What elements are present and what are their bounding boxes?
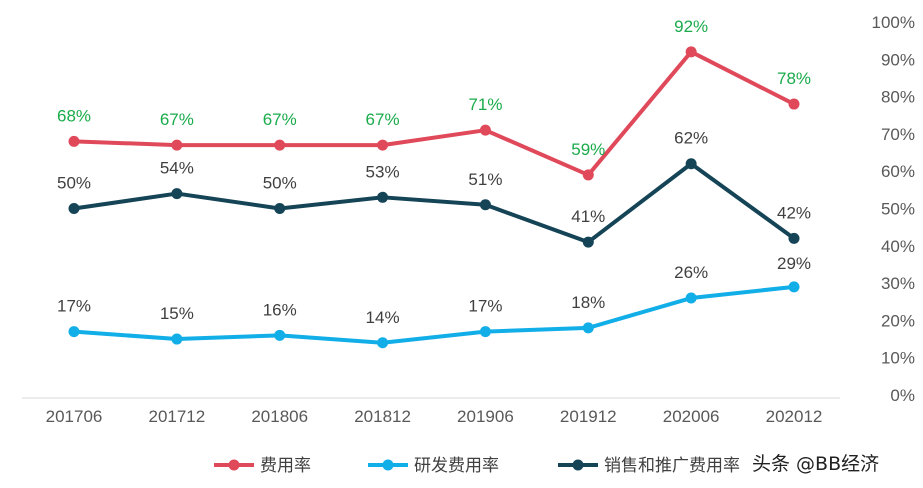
data-point bbox=[788, 232, 800, 244]
legend-marker bbox=[572, 459, 584, 471]
data-point bbox=[68, 135, 80, 147]
data-label: 67% bbox=[366, 110, 400, 129]
x-tick-label: 201812 bbox=[354, 407, 411, 426]
legend: 费用率 研发费用率 销售和推广费用率 bbox=[214, 456, 740, 476]
data-label: 16% bbox=[263, 300, 297, 319]
data-point bbox=[377, 191, 389, 203]
data-point bbox=[377, 139, 389, 151]
data-point bbox=[788, 281, 800, 293]
y-tick-label: 60% bbox=[881, 162, 915, 181]
x-tick-label: 201806 bbox=[251, 407, 308, 426]
y-tick-label: 0% bbox=[890, 386, 915, 405]
data-label: 29% bbox=[777, 254, 811, 273]
data-label: 71% bbox=[468, 95, 502, 114]
data-label: 67% bbox=[160, 110, 194, 129]
y-tick-label: 10% bbox=[881, 349, 915, 368]
data-point bbox=[685, 158, 697, 170]
x-tick-label: 202012 bbox=[766, 407, 823, 426]
data-point bbox=[274, 139, 286, 151]
legend-marker bbox=[382, 459, 394, 471]
data-point bbox=[377, 337, 389, 349]
legend-marker bbox=[228, 459, 240, 471]
axes: 201706 201712 201806 201812 201906 201912 2020… bbox=[22, 13, 915, 426]
data-label: 50% bbox=[263, 174, 297, 193]
data-label: 53% bbox=[366, 162, 400, 181]
data-label: 17% bbox=[57, 297, 91, 316]
data-point bbox=[171, 188, 183, 200]
data-point bbox=[582, 169, 594, 181]
x-tick-label: 201712 bbox=[148, 407, 205, 426]
x-tick-label: 201912 bbox=[560, 407, 617, 426]
y-tick-label: 30% bbox=[881, 274, 915, 293]
data-point bbox=[685, 46, 697, 58]
data-label: 14% bbox=[366, 308, 400, 327]
x-tick-label: 201906 bbox=[457, 407, 514, 426]
data-point bbox=[788, 98, 800, 110]
data-label: 42% bbox=[777, 203, 811, 222]
y-tick-label: 100% bbox=[872, 13, 915, 32]
data-label: 51% bbox=[468, 170, 502, 189]
series-line bbox=[72, 284, 796, 345]
y-tick-label: 70% bbox=[881, 125, 915, 144]
legend-label: 费用率 bbox=[260, 456, 311, 476]
data-label: 26% bbox=[674, 263, 708, 282]
data-label: 17% bbox=[468, 297, 502, 316]
series-lines bbox=[68, 46, 800, 349]
data-point bbox=[479, 124, 491, 136]
series-line bbox=[72, 49, 796, 177]
y-tick-label: 20% bbox=[881, 311, 915, 330]
x-tick-label: 201706 bbox=[46, 407, 103, 426]
data-point bbox=[274, 203, 286, 214]
data-label: 18% bbox=[571, 293, 605, 312]
data-point bbox=[479, 326, 491, 338]
data-label: 15% bbox=[160, 304, 194, 323]
data-label: 59% bbox=[571, 140, 605, 159]
legend-label: 销售和推广费用率 bbox=[604, 456, 740, 476]
data-point bbox=[68, 326, 80, 338]
data-point bbox=[274, 329, 286, 341]
data-point bbox=[582, 236, 594, 248]
data-label: 78% bbox=[777, 69, 811, 88]
data-label: 41% bbox=[571, 207, 605, 226]
y-tick-label: 80% bbox=[881, 88, 915, 107]
data-point bbox=[68, 203, 80, 214]
data-point bbox=[685, 292, 697, 304]
y-tick-label: 40% bbox=[881, 237, 915, 256]
y-tick-label: 90% bbox=[881, 50, 915, 69]
data-label: 54% bbox=[160, 159, 194, 178]
series-line bbox=[72, 161, 796, 245]
data-label: 67% bbox=[263, 110, 297, 129]
data-point bbox=[171, 139, 183, 151]
data-label: 92% bbox=[674, 17, 708, 36]
watermark-text: 头条 @BB经济 bbox=[752, 453, 879, 475]
legend-label: 研发费用率 bbox=[414, 456, 499, 476]
data-label: 62% bbox=[674, 129, 708, 148]
y-tick-label: 50% bbox=[881, 200, 915, 219]
data-point bbox=[479, 199, 491, 211]
data-label: 50% bbox=[57, 174, 91, 193]
x-tick-label: 202006 bbox=[663, 407, 720, 426]
data-label: 68% bbox=[57, 106, 91, 125]
data-point bbox=[582, 322, 594, 334]
data-labels: 68% 67% 67% 67% 71% 59% 92% 78% 17% 15% 16% 14% 17% 1… bbox=[57, 17, 811, 327]
data-point bbox=[171, 333, 183, 345]
